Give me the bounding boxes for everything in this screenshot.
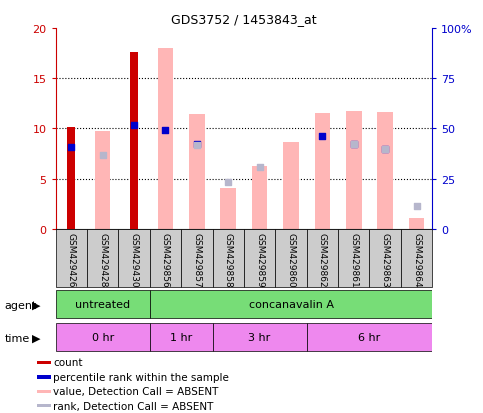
Text: GSM429859: GSM429859 [255,232,264,287]
Point [319,134,327,140]
Bar [189,115,205,229]
Bar [307,229,338,287]
Bar [38,404,51,408]
Point [224,179,232,185]
Point [382,147,389,153]
Title: GDS3752 / 1453843_at: GDS3752 / 1453843_at [171,13,317,26]
Text: concanavalin A: concanavalin A [249,299,333,310]
Text: 1 hr: 1 hr [170,332,192,343]
Bar [213,229,244,287]
Point [99,153,107,159]
Text: GSM429430: GSM429430 [129,232,139,287]
Text: 6 hr: 6 hr [358,332,381,343]
Bar [118,229,150,287]
Text: GSM429861: GSM429861 [349,232,358,287]
Text: untreated: untreated [75,299,130,310]
Text: agent: agent [5,300,37,310]
Bar [56,291,150,318]
Point [193,143,201,150]
Bar [377,113,393,229]
Point [350,142,357,148]
Point [68,145,75,152]
Bar [338,229,369,287]
Bar [401,229,432,287]
Bar [157,49,173,229]
Bar [346,112,362,229]
Text: GSM429428: GSM429428 [98,232,107,287]
Text: GSM429426: GSM429426 [67,232,76,287]
Bar [150,291,432,318]
Bar [95,132,111,229]
Bar [275,229,307,287]
Point [382,147,389,153]
Bar [150,229,181,287]
Bar [181,229,213,287]
Bar [369,229,401,287]
Text: GSM429857: GSM429857 [192,232,201,287]
Bar [244,229,275,287]
Bar [38,361,51,364]
Bar [307,324,432,351]
Bar [38,375,51,379]
Point [161,128,170,134]
Text: GSM429858: GSM429858 [224,232,233,287]
Point [130,123,138,129]
Bar [87,229,118,287]
Bar [150,324,213,351]
Point [193,142,201,148]
Point [412,203,420,209]
Bar [409,218,425,229]
Bar [56,229,87,287]
Bar [283,143,299,229]
Bar [213,324,307,351]
Bar [314,114,330,229]
Bar [220,188,236,229]
Bar [130,53,138,229]
Point [256,164,264,171]
Text: GSM429860: GSM429860 [286,232,296,287]
Text: rank, Detection Call = ABSENT: rank, Detection Call = ABSENT [54,401,214,411]
Text: GSM429863: GSM429863 [381,232,390,287]
Text: 3 hr: 3 hr [248,332,271,343]
Bar [252,166,268,229]
Text: percentile rank within the sample: percentile rank within the sample [54,372,229,382]
Text: ▶: ▶ [32,300,41,310]
Text: value, Detection Call = ABSENT: value, Detection Call = ABSENT [54,386,219,396]
Bar [56,324,150,351]
Text: count: count [54,357,83,368]
Text: 0 hr: 0 hr [91,332,114,343]
Text: GSM429864: GSM429864 [412,232,421,287]
Bar [67,128,75,229]
Point [350,142,357,148]
Text: GSM429862: GSM429862 [318,232,327,287]
Text: GSM429856: GSM429856 [161,232,170,287]
Text: ▶: ▶ [32,333,41,343]
Text: time: time [5,333,30,343]
Bar [38,389,51,393]
